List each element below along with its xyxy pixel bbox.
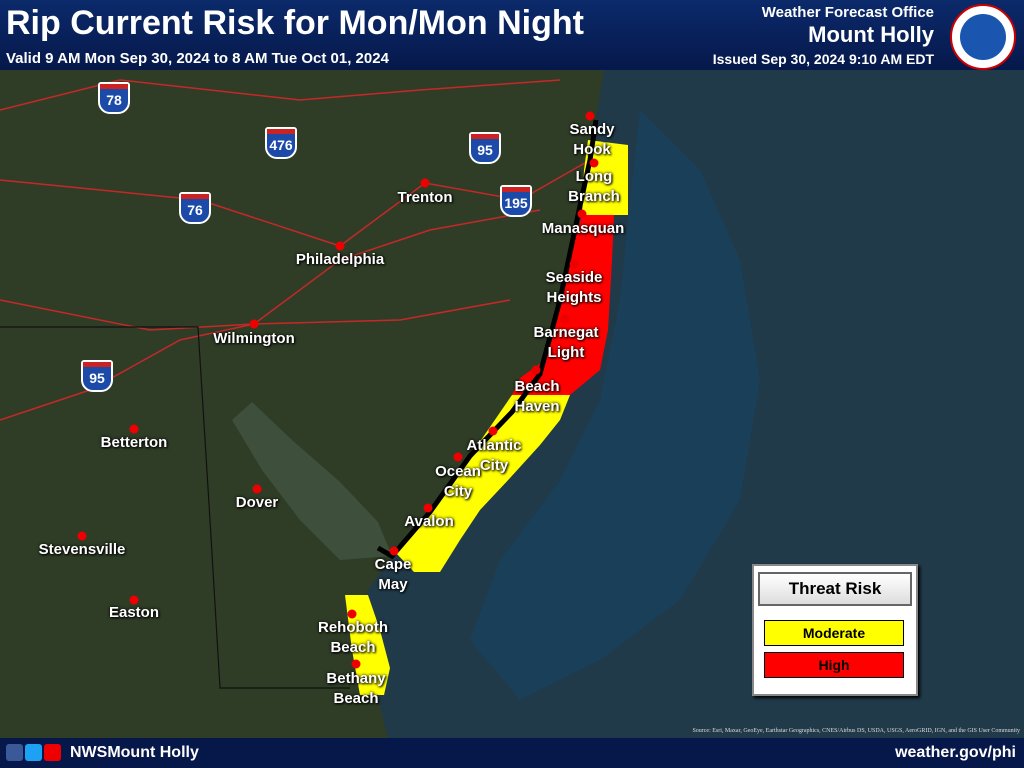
place-dot: [420, 178, 430, 188]
place-dot: [560, 314, 570, 324]
footer: NWSMount Holly weather.gov/phi: [0, 738, 1024, 768]
place-label: Sandy Hook: [569, 121, 615, 158]
header: Rip Current Risk for Mon/Mon Night Valid…: [0, 0, 1024, 70]
place-dot: [488, 426, 498, 436]
place-label: Wilmington: [213, 330, 295, 347]
place-dot: [389, 546, 399, 556]
office-label: Weather Forecast Office: [761, 4, 934, 21]
place-label: Avalon: [404, 513, 454, 530]
place-label: Philadelphia: [295, 251, 385, 268]
place-dot: [569, 259, 579, 269]
place-label: Manasquan: [541, 220, 625, 237]
highway-shield: 95: [469, 132, 501, 164]
nws-logo: [950, 4, 1016, 70]
place-dot: [589, 158, 599, 168]
place-dot: [249, 319, 259, 329]
place-label: Betterton: [100, 434, 168, 451]
office-name: Mount Holly: [808, 22, 934, 47]
place-dot: [453, 452, 463, 462]
website-link[interactable]: weather.gov/phi: [895, 744, 1016, 761]
place-label: Trenton: [397, 189, 453, 206]
place-label: Cape May: [374, 556, 412, 593]
place-dot: [347, 609, 357, 619]
place-dot: [585, 111, 595, 121]
place-label: Ocean City: [435, 463, 481, 500]
place-label: Easton: [108, 604, 160, 621]
highway-shield: 195: [500, 185, 532, 217]
title: Rip Current Risk for Mon/Mon Night: [6, 4, 584, 42]
highway-shield: 78: [98, 82, 130, 114]
source-credit: Source: Esri, Maxar, GeoEye, Earthstar G…: [692, 728, 1020, 734]
social-handle[interactable]: NWSMount Holly: [70, 744, 199, 761]
place-label: Atlantic City: [466, 437, 522, 474]
place-dot: [351, 659, 361, 669]
place-label: Rehoboth Beach: [318, 619, 388, 656]
legend-item: Moderate: [764, 620, 904, 646]
legend-item: High: [764, 652, 904, 678]
place-dot: [423, 503, 433, 513]
place-dot: [335, 241, 345, 251]
place-label: Long Branch: [568, 168, 620, 205]
place-label: Bethany Beach: [326, 670, 386, 707]
highway-shield: 76: [179, 192, 211, 224]
legend-title: Threat Risk: [758, 572, 912, 606]
social-icons: [6, 744, 63, 766]
place-dot: [129, 595, 139, 605]
valid-time: Valid 9 AM Mon Sep 30, 2024 to 8 AM Tue …: [6, 50, 389, 67]
place-label: Stevensville: [38, 541, 126, 558]
place-label: Dover: [235, 494, 279, 511]
issued-time: Issued Sep 30, 2024 9:10 AM EDT: [712, 51, 934, 67]
highway-shield: 476: [265, 127, 297, 159]
legend: Threat Risk Moderate High: [752, 564, 918, 696]
place-dot: [531, 365, 541, 375]
place-dot: [252, 484, 262, 494]
place-dot: [77, 531, 87, 541]
place-label: Seaside Heights: [545, 269, 603, 306]
place-label: Barnegat Light: [533, 324, 599, 361]
place-dot: [129, 424, 139, 434]
place-dot: [577, 209, 587, 219]
highway-shield: 95: [81, 360, 113, 392]
place-label: Beach Haven: [514, 378, 560, 415]
